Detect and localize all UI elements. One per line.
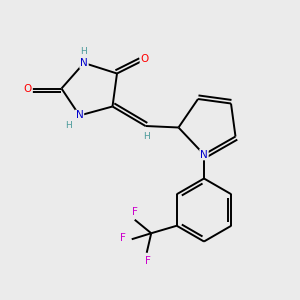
- Text: N: N: [200, 149, 208, 160]
- Text: H: H: [144, 132, 150, 141]
- Text: N: N: [80, 58, 88, 68]
- Text: O: O: [24, 83, 32, 94]
- Text: H: H: [80, 47, 87, 56]
- Text: F: F: [120, 233, 126, 243]
- Text: F: F: [145, 256, 151, 266]
- Text: O: O: [140, 54, 149, 64]
- Text: H: H: [66, 121, 72, 130]
- Text: N: N: [76, 110, 83, 121]
- Text: F: F: [132, 207, 138, 217]
